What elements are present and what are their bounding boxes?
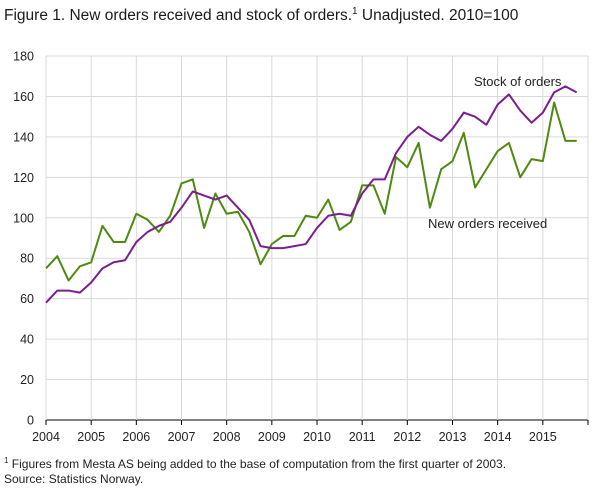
stock-of-orders-line	[45, 85, 578, 304]
x-tick-label: 2006	[122, 430, 150, 444]
x-tick-label: 2007	[168, 430, 196, 444]
y-tick-label: 140	[13, 130, 34, 144]
x-tick-label: 2010	[303, 430, 331, 444]
chart-title-rest: Unadjusted. 2010=100	[357, 7, 519, 25]
x-tick-label: 2015	[529, 430, 557, 444]
new-orders-received-line	[45, 101, 577, 282]
chart-title-footnote-marker: 1	[352, 6, 358, 17]
y-tick-label: 80	[20, 252, 34, 266]
y-tick-label: 160	[13, 90, 34, 104]
chart-title: Figure 1. New orders received and stock …	[4, 6, 518, 25]
y-tick-label: 0	[27, 414, 34, 428]
y-tick-label: 20	[20, 373, 34, 387]
chart-title-main: Figure 1. New orders received and stock …	[4, 7, 353, 25]
x-tick-label: 2011	[349, 430, 376, 444]
x-tick-label: 2014	[484, 430, 512, 444]
x-tick-label: 2004	[32, 430, 60, 444]
series-lines	[45, 85, 578, 304]
source-note: Source: Statistics Norway.	[4, 472, 144, 486]
x-tick-label: 2009	[258, 430, 286, 444]
x-tick-label: 2013	[439, 430, 467, 444]
x-tick-label: 2008	[213, 430, 241, 444]
x-tick-label: 2005	[77, 430, 105, 444]
y-axis-tick-labels: 0 20 40 60 80 100 120 140 160 180	[13, 50, 34, 428]
y-tick-label: 40	[20, 333, 34, 347]
y-tick-label: 100	[13, 211, 34, 225]
y-tick-label: 60	[20, 292, 34, 306]
series-label-stock-of-orders: Stock of orders	[474, 74, 562, 89]
footnote-text: Figures from Mesta AS being added to the…	[8, 457, 507, 471]
footnote: 1 Figures from Mesta AS being added to t…	[4, 456, 506, 471]
y-tick-label: 180	[13, 50, 34, 64]
footnote-marker: 1	[4, 456, 9, 465]
x-axis-tick-labels: 2004 2005 2006 2007 2008 2009 2010 2011 2012 2013…	[32, 430, 557, 444]
x-tick-label: 2012	[393, 430, 421, 444]
y-tick-label: 120	[13, 171, 34, 185]
series-label-new-orders-received: New orders received	[428, 216, 547, 231]
grid-lines	[45, 55, 589, 425]
